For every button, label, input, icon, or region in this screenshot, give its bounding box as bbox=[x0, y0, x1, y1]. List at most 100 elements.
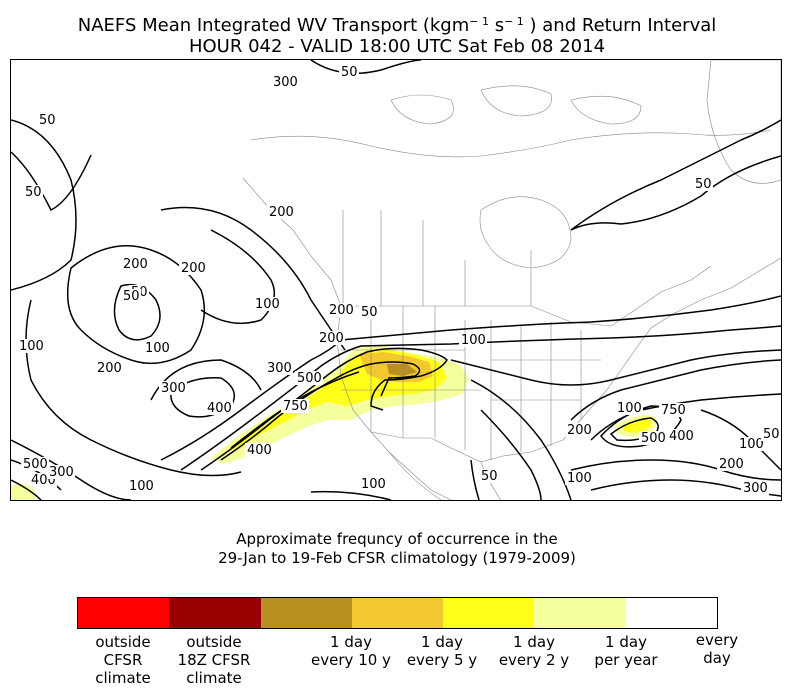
contour-line bbox=[480, 409, 542, 500]
map-panel: 5050505050502002002002005010010010010020… bbox=[10, 59, 782, 501]
map-title: NAEFS Mean Integrated WV Transport (kgm−… bbox=[0, 11, 794, 37]
return-interval-colorbar bbox=[77, 597, 718, 629]
contour-label-bg bbox=[565, 471, 593, 485]
contour-line bbox=[570, 155, 781, 231]
ivt-contours bbox=[11, 60, 781, 500]
colorbar-label-line: 1 day bbox=[330, 633, 372, 651]
contour-label-bg bbox=[205, 401, 233, 415]
contour-line bbox=[450, 349, 781, 386]
colorbar-segment bbox=[351, 598, 444, 628]
contour-line bbox=[470, 459, 480, 500]
contour-label-bg bbox=[23, 185, 43, 199]
contour-line bbox=[570, 119, 781, 231]
colorbar-label: 1 day per year bbox=[576, 633, 676, 669]
contour-label: 100 bbox=[461, 333, 486, 348]
contour-label: 100 bbox=[19, 339, 44, 354]
contour-label: 100 bbox=[255, 297, 280, 312]
colorbar-label-line: 1 day bbox=[513, 633, 555, 651]
contour-line bbox=[11, 459, 62, 491]
title-exponent: − 1 bbox=[469, 15, 489, 28]
contour-line bbox=[590, 479, 781, 497]
contour-label-bg bbox=[693, 177, 713, 191]
us-canada-border bbox=[341, 265, 712, 327]
contour-label-bg bbox=[21, 457, 49, 471]
contour-label: 400 bbox=[247, 443, 272, 458]
contour-label: 400 bbox=[669, 429, 694, 444]
colorbar-segment bbox=[78, 598, 124, 628]
contour-label: 200 bbox=[329, 303, 354, 318]
west-coastline bbox=[242, 177, 452, 500]
colorbar-label-line: CFSR bbox=[103, 651, 143, 669]
east-coastline bbox=[502, 257, 781, 457]
colorbar-label-line: 18Z CFSR bbox=[177, 651, 251, 669]
contour-label: 300 bbox=[49, 465, 74, 480]
contour-label-bg bbox=[717, 457, 745, 471]
contour-label: 300 bbox=[273, 75, 298, 90]
shade-1-day-per-year bbox=[11, 483, 35, 500]
contour-label: 100 bbox=[617, 401, 642, 416]
contour-label: 400 bbox=[207, 401, 232, 416]
contour-line bbox=[160, 295, 781, 461]
contour-line bbox=[11, 119, 77, 291]
contour-label: 50 bbox=[123, 289, 140, 304]
contour-label: 750 bbox=[661, 403, 686, 418]
map-borders bbox=[242, 60, 781, 500]
contour-label-bg bbox=[17, 339, 45, 353]
greenland-coast bbox=[706, 60, 781, 184]
contour-line bbox=[25, 299, 242, 477]
colorbar-segment bbox=[534, 598, 626, 628]
contour-line bbox=[66, 244, 206, 365]
contour-label-bg bbox=[295, 371, 323, 385]
colorbar-label-line: every 10 y bbox=[311, 651, 391, 669]
contour-label-bg bbox=[741, 481, 769, 495]
contour-label: 50 bbox=[39, 113, 56, 128]
colorbar-segment bbox=[214, 598, 261, 628]
contour-label: 500 bbox=[641, 431, 666, 446]
contour-label: 100 bbox=[129, 479, 154, 494]
contour-line bbox=[180, 325, 781, 471]
arctic-islands bbox=[390, 85, 642, 125]
contour-line bbox=[570, 359, 781, 421]
us-mexico-border bbox=[370, 431, 504, 463]
contour-label-bg bbox=[245, 443, 273, 457]
map-subtitle: HOUR 042 - VALID 18:00 UTC Sat Feb 08 20… bbox=[188, 36, 606, 57]
contour-label: 50 bbox=[695, 177, 712, 192]
contour-label-bg bbox=[317, 331, 345, 345]
contour-line bbox=[310, 60, 422, 75]
contour-label-bg bbox=[667, 429, 695, 443]
colorbar-label-line: outside bbox=[186, 633, 242, 651]
title-text: ) and Return Interval bbox=[523, 15, 717, 36]
contour-label: 100 bbox=[361, 477, 386, 492]
contour-line bbox=[220, 361, 421, 461]
arctic-coast bbox=[250, 129, 772, 158]
contour-label-bg bbox=[565, 423, 593, 437]
contour-label: 100 bbox=[567, 471, 592, 486]
contour-label-bg bbox=[143, 341, 171, 355]
contour-label: 500 bbox=[23, 457, 48, 472]
contour-label: 50 bbox=[481, 469, 498, 484]
contour-label-bg bbox=[359, 477, 387, 491]
contour-label: 50 bbox=[763, 427, 780, 442]
contour-line bbox=[310, 490, 392, 500]
contour-label-bg bbox=[359, 305, 379, 319]
colorbar-label-line: 1 day bbox=[421, 633, 463, 651]
contour-label-bg bbox=[479, 469, 499, 483]
contour-label-bg bbox=[459, 333, 487, 347]
contour-label: 200 bbox=[567, 423, 592, 438]
contour-label: 50 bbox=[361, 305, 378, 320]
contour-label-bg bbox=[267, 205, 295, 219]
contour-label: 200 bbox=[123, 257, 148, 272]
province-lines bbox=[342, 210, 532, 306]
contour-label: 100 bbox=[145, 341, 170, 356]
contour-label: 300 bbox=[267, 361, 292, 376]
colorbar-label-line: climate bbox=[95, 669, 151, 687]
map-canvas: 5050505050502002002002005010010010010020… bbox=[11, 60, 781, 500]
contour-line bbox=[609, 417, 659, 442]
contour-label-bg bbox=[253, 297, 281, 311]
colorbar-segment bbox=[169, 598, 215, 628]
contour-label-bg bbox=[127, 479, 155, 493]
colorbar-segment bbox=[625, 598, 717, 628]
colorbar-label-line: 1 day bbox=[605, 633, 647, 651]
contour-label-bg bbox=[159, 381, 187, 395]
contour-label-bg bbox=[281, 399, 309, 413]
